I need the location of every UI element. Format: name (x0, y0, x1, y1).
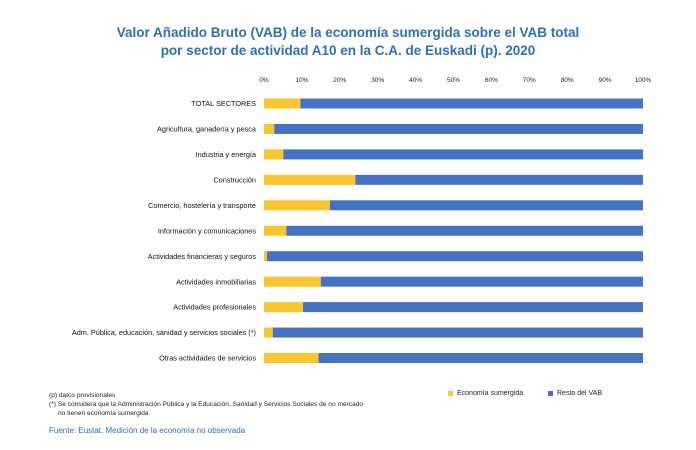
bar-segment-sumergida (264, 225, 287, 236)
bar-segment-resto (267, 251, 643, 262)
bar-segment-resto (274, 123, 643, 134)
bar-segment-resto (286, 225, 643, 236)
chart-title: Valor Añadido Bruto (VAB) de la economía… (0, 24, 696, 60)
category-label: Actividades profesionales (173, 303, 256, 312)
bar-segment-resto (300, 98, 643, 109)
x-tick-label: 60% (485, 77, 498, 84)
bar-segment-resto (329, 200, 643, 211)
bar-segment-sumergida (264, 123, 275, 134)
x-tick-label: 10% (295, 77, 308, 84)
bar-segment-sumergida (264, 302, 304, 313)
x-tick-label: 20% (333, 77, 346, 84)
category-label: Construcción (213, 175, 256, 184)
bar-segment-sumergida (264, 353, 319, 363)
bar-segment-resto (303, 302, 643, 313)
source-note: Fuente: Eustat. Medición de la economía … (49, 426, 246, 435)
footnote-provisional: (p) datos provisionales (49, 392, 116, 399)
category-labels: TOTAL SECTORES Agricultura, ganadería y p… (72, 99, 257, 363)
category-label: Actividades financieras y seguros (148, 252, 257, 261)
bar-segment-resto (320, 276, 643, 287)
category-label: Comercio, hostelería y transporte (148, 201, 256, 210)
x-tick-label: 30% (371, 77, 384, 84)
category-label: Adm. Pública, educación, sanidad y servi… (72, 328, 256, 337)
x-tick-label: 0% (259, 77, 269, 84)
bar-segment-sumergida (264, 327, 273, 338)
legend-swatch-resto (548, 391, 553, 396)
x-tick-label: 80% (561, 77, 574, 84)
legend-label-sumergida: Economía sumergida (457, 390, 524, 397)
category-label: Agricultura, ganadería y pesca (157, 125, 257, 134)
legend-item-sumergida: Economía sumergida (448, 390, 523, 397)
footnote-admin: (*) Se considera que la Administración P… (49, 401, 364, 408)
chart-title-line-2: por sector de actividad A10 en la C.A. d… (160, 43, 536, 58)
bar-segment-sumergida (264, 98, 301, 109)
x-tick-label: 100% (635, 77, 652, 84)
legend-item-resto: Resto del VAB (548, 390, 602, 397)
legend-label-resto: Resto del VAB (557, 390, 603, 397)
bar-segment-sumergida (264, 251, 268, 262)
bar-segment-resto (272, 327, 643, 338)
footnote-admin-cont: no tienen economía sumergida (58, 410, 149, 417)
x-tick-label: 40% (409, 77, 422, 84)
category-label: Actividades inmobiliarias (176, 277, 256, 286)
x-tick-label: 90% (599, 77, 612, 84)
footnotes: (p) datos provisionales (*) Se considera… (49, 391, 363, 418)
legend-swatch-sumergida (448, 391, 453, 396)
bar-segment-sumergida (264, 174, 356, 185)
chart-title-line-1: Valor Añadido Bruto (VAB) de la economía… (116, 25, 580, 40)
bars (264, 98, 643, 363)
x-axis-ticks: 0% 10% 20% 30% 40% 50% 60% 70% 80% 90% 100% (259, 77, 651, 84)
bar-segment-resto (283, 149, 643, 160)
category-label: Industria y energía (196, 150, 257, 159)
x-tick-label: 50% (447, 77, 460, 84)
category-label: Otras actividades de servicios (159, 354, 256, 363)
bar-segment-sumergida (264, 200, 330, 211)
bar-segment-resto (318, 353, 643, 363)
x-tick-label: 70% (523, 77, 536, 84)
bar-segment-sumergida (264, 149, 284, 160)
bar-segment-resto (355, 174, 643, 185)
bar-segment-sumergida (264, 276, 321, 287)
category-label: TOTAL SECTORES (191, 99, 256, 108)
category-label: Información y comunicaciones (158, 226, 256, 235)
